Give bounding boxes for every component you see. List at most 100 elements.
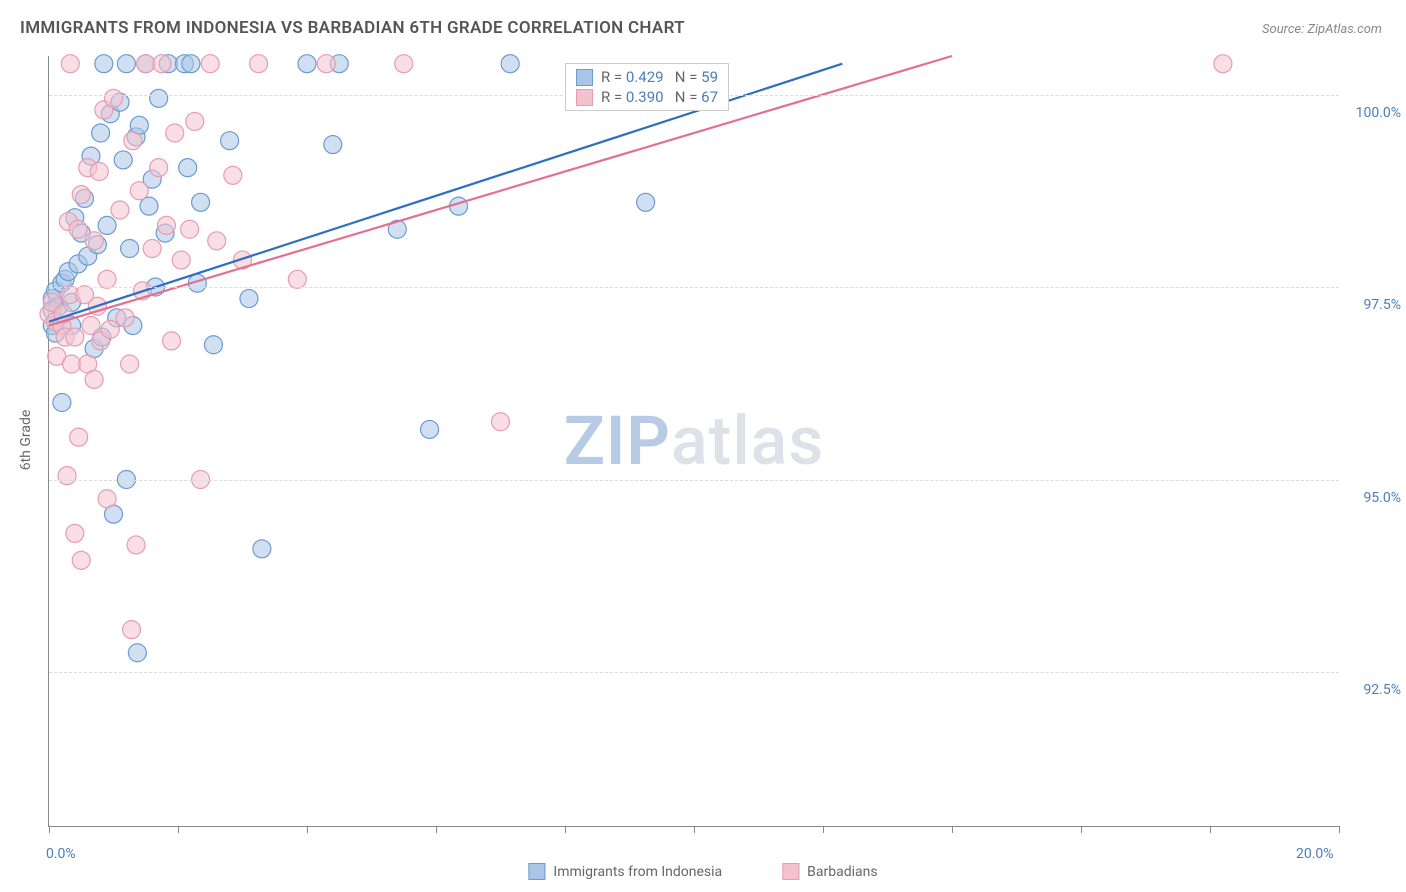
data-point [201, 55, 219, 73]
correlation-legend-row: R = 0.429 N = 59 [576, 68, 718, 86]
data-point [421, 420, 439, 438]
legend-label-indonesia: Immigrants from Indonesia [553, 864, 722, 880]
y-tick-label: 97.5% [1345, 297, 1401, 313]
data-point [90, 163, 108, 181]
data-point [163, 332, 181, 350]
data-point [140, 197, 158, 215]
x-tick [1081, 826, 1082, 833]
data-point [85, 232, 103, 250]
data-point [130, 182, 148, 200]
data-point [72, 186, 90, 204]
legend-label-barbadians: Barbadians [807, 864, 877, 880]
trend-line [49, 56, 952, 326]
data-point [172, 251, 190, 269]
chart-title: IMMIGRANTS FROM INDONESIA VS BARBADIAN 6… [20, 18, 685, 38]
data-point [181, 220, 199, 238]
data-point [395, 55, 413, 73]
data-point [117, 55, 135, 73]
data-point [92, 124, 110, 142]
x-tick [1210, 826, 1211, 833]
x-tick [565, 826, 566, 833]
data-point [66, 328, 84, 346]
data-point [111, 201, 129, 219]
data-point [95, 55, 113, 73]
data-point [186, 112, 204, 130]
data-point [492, 413, 510, 431]
data-point [501, 55, 519, 73]
legend-item-barbadians: Barbadians [782, 863, 877, 880]
chart-container: IMMIGRANTS FROM INDONESIA VS BARBADIAN 6… [0, 0, 1406, 892]
data-point [114, 151, 132, 169]
data-point [63, 355, 81, 373]
data-point [298, 55, 316, 73]
x-tick [436, 826, 437, 833]
x-tick [694, 826, 695, 833]
data-point [58, 467, 76, 485]
correlation-text: R = 0.390 N = 67 [601, 88, 718, 106]
y-axis-label: 6th Grade [18, 410, 34, 471]
legend-swatch-barbadians [782, 863, 799, 880]
data-point [128, 644, 146, 662]
legend-swatch [576, 69, 593, 86]
data-point [1214, 55, 1232, 73]
legend-swatch-indonesia [528, 863, 545, 880]
x-tick [1339, 826, 1340, 833]
data-point [127, 536, 145, 554]
data-point [53, 394, 71, 412]
y-tick-label: 95.0% [1345, 490, 1401, 506]
plot-area: ZIPatlas 92.5%95.0%97.5%100.0% [48, 56, 1339, 827]
data-point [192, 193, 210, 211]
data-point [317, 55, 335, 73]
series-legend: Immigrants from Indonesia Barbadians [528, 863, 877, 880]
x-tick [178, 826, 179, 833]
data-point [121, 240, 139, 258]
data-point [137, 55, 155, 73]
source-label: Source: ZipAtlas.com [1262, 22, 1382, 37]
data-point [324, 136, 342, 154]
y-tick-label: 100.0% [1345, 105, 1401, 121]
gridline-h [49, 672, 1339, 673]
correlation-text: R = 0.429 N = 59 [601, 68, 718, 86]
data-point [123, 621, 141, 639]
data-point [85, 370, 103, 388]
correlation-legend: R = 0.429 N = 59 R = 0.390 N = 67 [565, 63, 729, 111]
x-tick [952, 826, 953, 833]
data-point [221, 132, 239, 150]
gridline-h [49, 480, 1339, 481]
data-point [288, 270, 306, 288]
data-point [637, 193, 655, 211]
y-tick-label: 92.5% [1345, 682, 1401, 698]
data-point [224, 166, 242, 184]
data-point [98, 270, 116, 288]
data-point [105, 89, 123, 107]
data-point [124, 132, 142, 150]
chart-svg [49, 56, 1339, 826]
data-point [121, 355, 139, 373]
data-point [82, 317, 100, 335]
data-point [240, 290, 258, 308]
data-point [70, 428, 88, 446]
data-point [101, 320, 119, 338]
legend-item-indonesia: Immigrants from Indonesia [528, 863, 722, 880]
x-tick [823, 826, 824, 833]
data-point [250, 55, 268, 73]
data-point [208, 232, 226, 250]
data-point [166, 124, 184, 142]
x-tick-label: 0.0% [46, 846, 76, 862]
legend-swatch [576, 89, 593, 106]
data-point [204, 336, 222, 354]
data-point [253, 540, 271, 558]
data-point [179, 159, 197, 177]
data-point [98, 490, 116, 508]
data-point [98, 216, 116, 234]
data-point [182, 55, 200, 73]
data-point [157, 216, 175, 234]
x-tick [49, 826, 50, 833]
data-point [143, 240, 161, 258]
data-point [72, 551, 90, 569]
x-tick [307, 826, 308, 833]
data-point [153, 55, 171, 73]
data-point [150, 89, 168, 107]
data-point [61, 55, 79, 73]
data-point [150, 159, 168, 177]
